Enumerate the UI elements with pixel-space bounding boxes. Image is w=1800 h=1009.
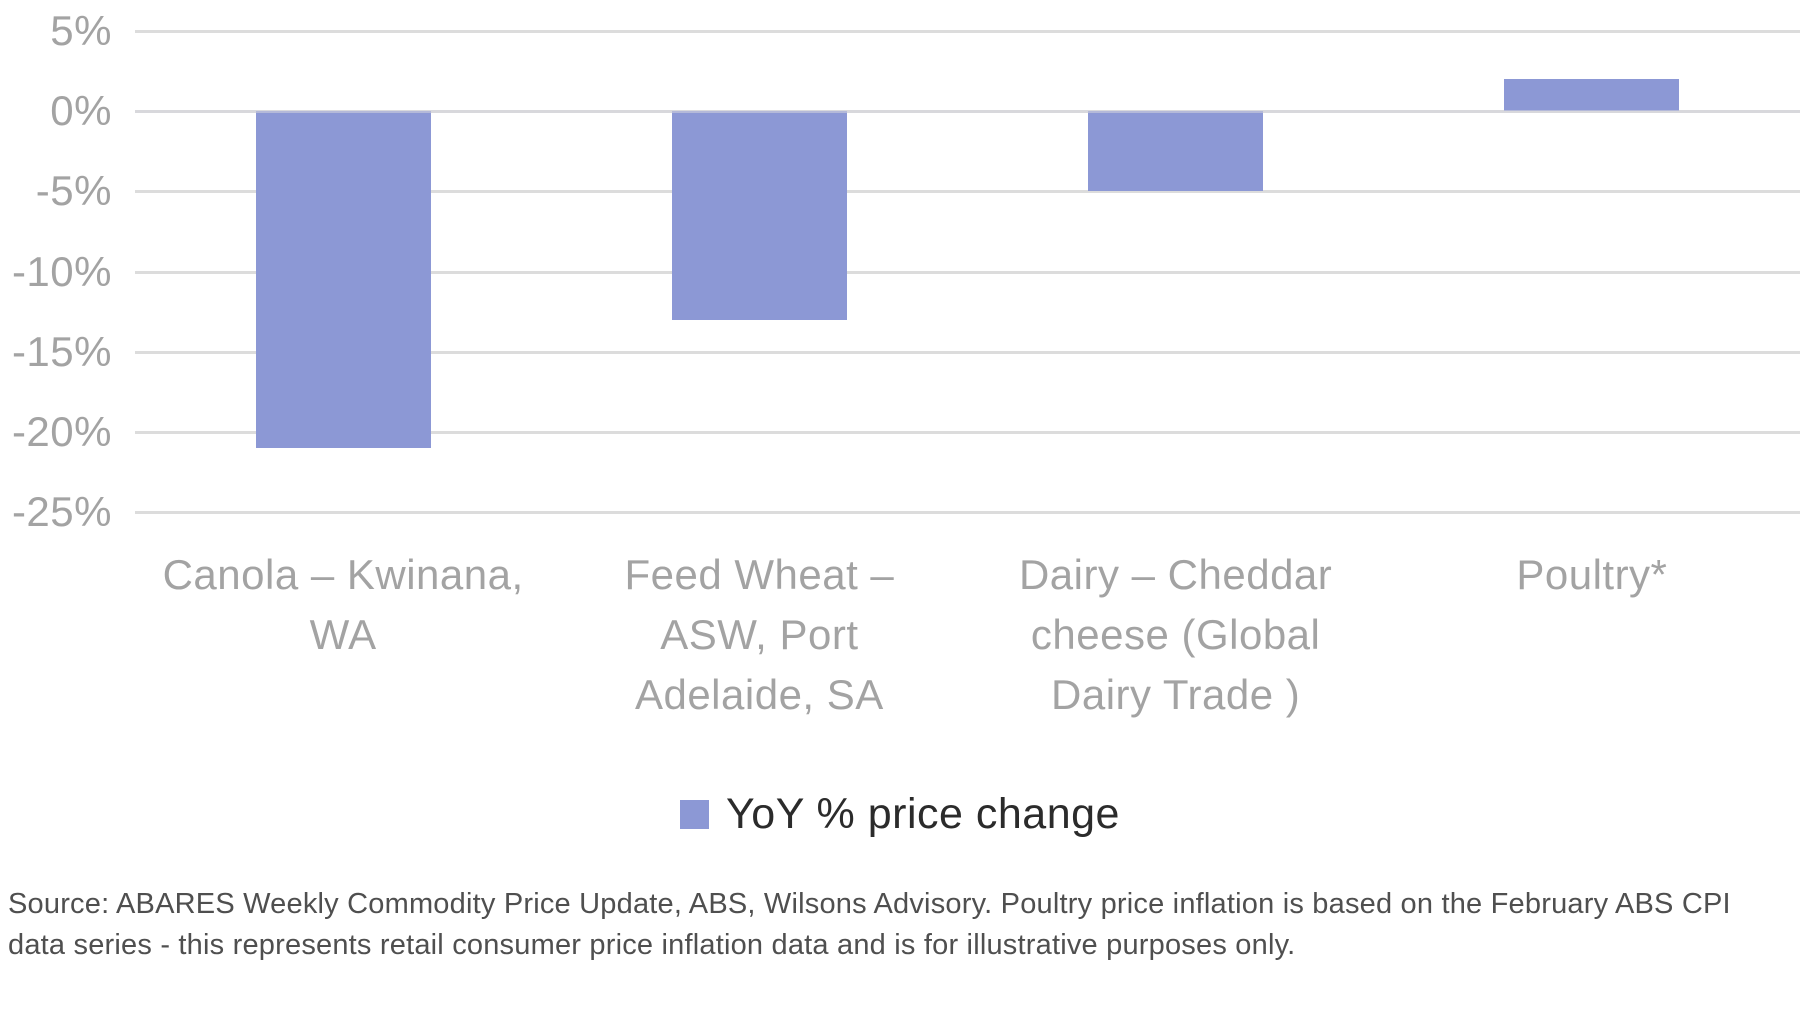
x-axis-category-label: Canola – Kwinana, WA [162, 551, 524, 658]
legend-swatch [680, 799, 710, 829]
x-axis-category-label: Dairy – Cheddar cheese (Global Dairy Trade… [1018, 551, 1333, 718]
bar-4 [1504, 78, 1680, 111]
zero-gridline [135, 110, 1800, 113]
gridline [135, 431, 1800, 434]
gridline [135, 270, 1800, 274]
y-axis-tick-label: 5% [50, 6, 112, 54]
x-axis-category-label: Feed Wheat – ASW, Port Adelaide, SA [624, 551, 895, 718]
legend: YoY % price change [0, 786, 1800, 842]
x-axis-category-label: Poultry* [1516, 551, 1668, 598]
gridline [135, 29, 1800, 33]
bar-1 [255, 111, 431, 449]
y-axis-tick-label: -25% [11, 488, 112, 536]
source-note: Source: ABARES Weekly Commodity Price Up… [8, 888, 1731, 961]
y-axis-tick-label: -10% [11, 247, 112, 295]
gridline [135, 511, 1800, 515]
y-axis-tick-label: -20% [11, 408, 112, 455]
gridline [135, 350, 1800, 354]
legend-label: YoY % price change [726, 789, 1120, 838]
gridline [135, 190, 1800, 194]
y-axis-tick-label: -15% [11, 327, 112, 375]
y-axis-tick-label: 0% [50, 87, 112, 134]
bar-2 [671, 111, 847, 320]
bar-3 [1088, 111, 1264, 192]
y-axis-tick-label: -5% [35, 167, 112, 215]
